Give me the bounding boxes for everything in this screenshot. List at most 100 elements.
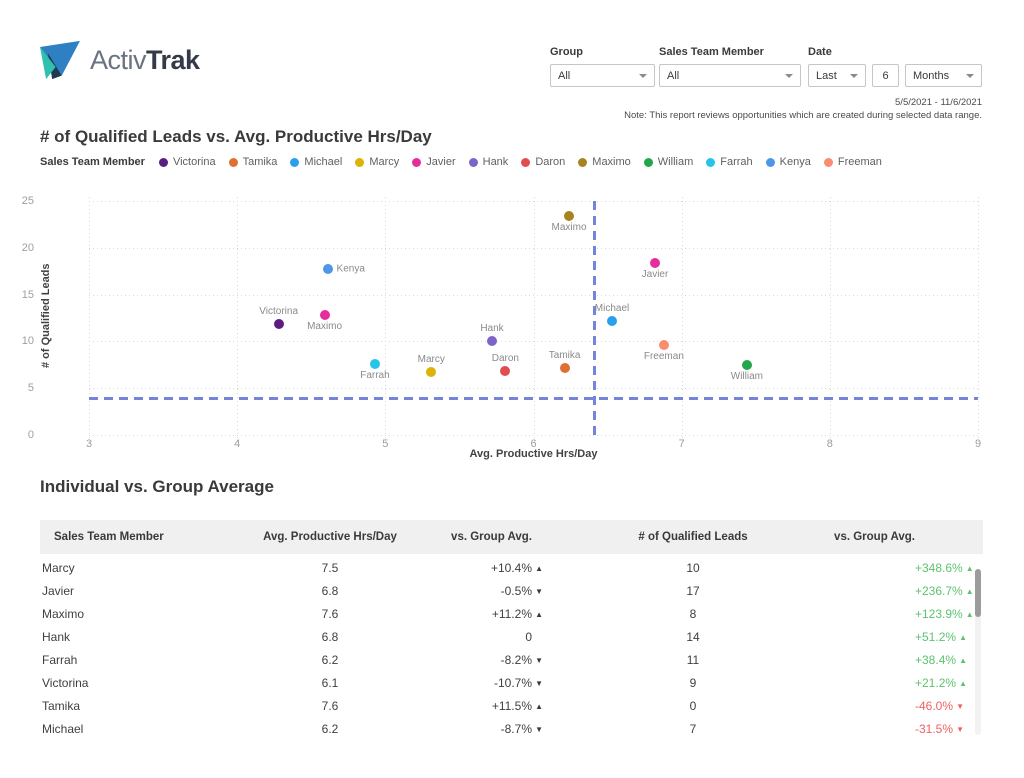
scatter-point-label: Kenya bbox=[336, 263, 365, 275]
scatter-point-kenya[interactable]: Kenya bbox=[322, 264, 365, 275]
scatter-point-javier[interactable]: Javier bbox=[642, 257, 668, 280]
legend-label: Michael bbox=[304, 156, 343, 168]
chevron-down-icon bbox=[785, 73, 793, 78]
legend-item-freeman[interactable]: Freeman bbox=[823, 156, 882, 168]
table-row-javier: Javier 6.8 -0.5% ▼ 17 +236.7% ▲ bbox=[40, 580, 983, 603]
gridline-h bbox=[89, 247, 978, 249]
x-tick-label: 8 bbox=[826, 438, 833, 450]
col-header-member: Sales Team Member bbox=[54, 531, 164, 543]
brand-name: ActivTrak bbox=[90, 44, 200, 75]
table-row-tamika: Tamika 7.6 +11.5% ▲ 0 -46.0% ▼ bbox=[40, 695, 983, 718]
y-tick-label: 20 bbox=[21, 241, 34, 254]
legend-item-javier[interactable]: Javier bbox=[412, 156, 456, 168]
legend-label: Hank bbox=[482, 156, 509, 168]
x-tick-label: 7 bbox=[678, 438, 685, 450]
scatter-point-freeman[interactable]: Freeman bbox=[644, 340, 684, 362]
chevron-down-icon bbox=[850, 73, 858, 78]
legend-item-hank[interactable]: Hank bbox=[468, 156, 509, 168]
chart-legend: Sales Team Member Victorina Tamika Michael… bbox=[40, 156, 895, 168]
scatter-point-michael[interactable]: Michael bbox=[595, 303, 629, 326]
legend-item-tamika[interactable]: Tamika bbox=[228, 156, 277, 168]
cell-member: Hank bbox=[42, 630, 71, 644]
gridline-v bbox=[978, 197, 979, 443]
scatter-point-tamika[interactable]: Tamika bbox=[549, 350, 580, 373]
scatter-point-farrah[interactable]: Farrah bbox=[360, 358, 390, 381]
legend-label: Kenya bbox=[779, 156, 811, 168]
cell-hrs: 6.2 bbox=[321, 722, 339, 736]
legend-title: Sales Team Member bbox=[40, 156, 145, 168]
gridline-h bbox=[89, 201, 978, 202]
scatter-point-label: Marcy bbox=[417, 354, 445, 366]
legend-item-william[interactable]: William bbox=[643, 156, 693, 168]
x-axis-title: Avg. Productive Hrs/Day bbox=[469, 448, 598, 460]
legend-item-farrah[interactable]: Farrah bbox=[706, 156, 753, 168]
legend-label: Freeman bbox=[837, 156, 882, 168]
cell-hrs-vs-avg: +11.2% ▲ bbox=[491, 607, 543, 621]
cell-member: Javier bbox=[42, 584, 75, 598]
legend-item-marcy[interactable]: Marcy bbox=[355, 156, 399, 168]
col-header-leads: # of Qualified Leads bbox=[638, 531, 748, 543]
legend-dot-icon bbox=[765, 157, 775, 167]
group-select[interactable]: All bbox=[550, 64, 655, 87]
legend-item-daron[interactable]: Daron bbox=[521, 156, 565, 168]
group-filter-label: Group bbox=[550, 46, 583, 58]
cell-member: Maximo bbox=[42, 607, 85, 621]
legend-dot-icon bbox=[228, 157, 238, 167]
cell-hrs-vs-avg: -8.7% ▼ bbox=[500, 722, 543, 736]
legend-dot-icon bbox=[823, 157, 833, 167]
gridline-v bbox=[385, 197, 387, 443]
legend-item-maximo[interactable]: Maximo bbox=[578, 156, 631, 168]
table-scrollbar-track[interactable] bbox=[975, 569, 981, 735]
legend-item-michael[interactable]: Michael bbox=[290, 156, 342, 168]
legend-label: Victorina bbox=[172, 156, 216, 168]
x-tick-label: 9 bbox=[974, 438, 982, 450]
date-unit-select[interactable]: Months bbox=[905, 64, 982, 87]
scatter-point-maximo[interactable]: Maximo bbox=[307, 310, 342, 332]
table-body: Marcy 7.5 +10.4% ▲ 10 +348.6% ▲ Javier 6.8 -0.5% ▼… bbox=[40, 557, 983, 741]
cell-hrs-vs-avg: -0.5% ▼ bbox=[500, 584, 543, 598]
cell-hrs-vs-avg: -10.7% ▼ bbox=[493, 676, 543, 690]
col-header-hrs: Avg. Productive Hrs/Day bbox=[263, 531, 397, 543]
scatter-point-label: Hank bbox=[480, 323, 504, 335]
scatter-point-label: Michael bbox=[594, 302, 630, 314]
group-select-value: All bbox=[558, 69, 571, 82]
activtrak-logo: ActivTrak bbox=[38, 40, 200, 80]
scatter-point-label: Tamika bbox=[548, 349, 581, 361]
date-mode-select[interactable]: Last bbox=[808, 64, 866, 87]
scatter-point-hank[interactable]: Hank bbox=[480, 323, 504, 347]
legend-dot-icon bbox=[290, 157, 300, 167]
scatter-point-william[interactable]: William bbox=[731, 359, 763, 382]
date-mode-value: Last bbox=[816, 69, 837, 82]
member-select[interactable]: All bbox=[659, 64, 801, 87]
cell-member: Farrah bbox=[42, 653, 78, 667]
scatter-point-daron[interactable]: Daron bbox=[492, 353, 519, 377]
cell-hrs: 6.1 bbox=[321, 676, 339, 690]
gridline-v bbox=[533, 197, 535, 443]
legend-item-kenya[interactable]: Kenya bbox=[765, 156, 811, 168]
cell-hrs: 7.6 bbox=[321, 699, 339, 713]
table-row-marcy: Marcy 7.5 +10.4% ▲ 10 +348.6% ▲ bbox=[40, 557, 983, 580]
member-select-value: All bbox=[667, 69, 680, 82]
y-tick-label: 25 bbox=[21, 195, 34, 207]
table-scrollbar-thumb[interactable] bbox=[975, 569, 981, 617]
scatter-point-label: Freeman bbox=[643, 351, 684, 363]
legend-label: Daron bbox=[535, 156, 566, 168]
scatter-point-victorina[interactable]: Victorina bbox=[259, 306, 298, 329]
table-row-farrah: Farrah 6.2 -8.2% ▼ 11 +38.4% ▲ bbox=[40, 649, 983, 672]
cell-leads: 11 bbox=[686, 653, 700, 667]
col-header-hrs-vs: vs. Group Avg. bbox=[451, 531, 532, 543]
scatter-point-maximo[interactable]: Maximo bbox=[552, 210, 587, 233]
cell-leads: 14 bbox=[686, 630, 700, 644]
legend-dot-icon bbox=[643, 157, 653, 167]
legend-dot-icon bbox=[158, 157, 168, 167]
scatter-point-marcy[interactable]: Marcy bbox=[418, 354, 445, 378]
scatter-point-label: Victorina bbox=[259, 305, 299, 317]
gridline-v bbox=[681, 197, 683, 443]
table-row-michael: Michael 6.2 -8.7% ▼ 7 -31.5% ▼ bbox=[40, 718, 983, 741]
legend-item-victorina[interactable]: Victorina bbox=[158, 156, 216, 168]
legend-label: Javier bbox=[426, 156, 456, 168]
activtrak-logo-mark bbox=[40, 40, 80, 80]
cell-member: Victorina bbox=[42, 676, 89, 690]
table-header: Sales Team Member Avg. Productive Hrs/Da… bbox=[40, 520, 983, 554]
date-count-input[interactable] bbox=[872, 64, 899, 87]
